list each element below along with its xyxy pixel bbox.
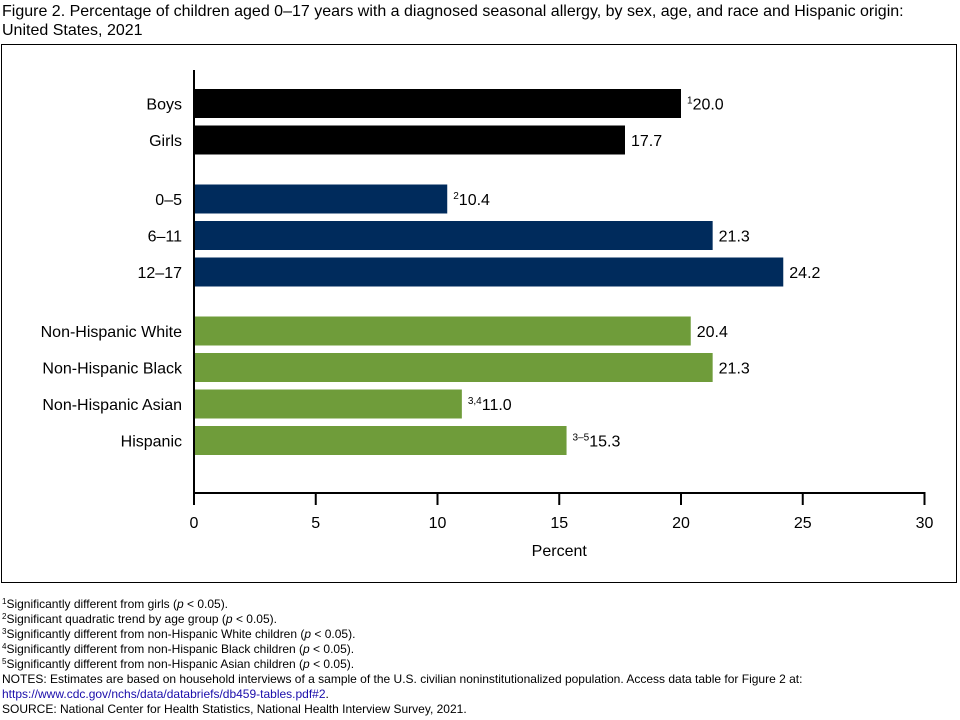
x-tick-label: 10: [429, 515, 447, 532]
category-label: Non-Hispanic Black: [42, 361, 183, 378]
footnote-text: Significantly different from non-Hispani…: [6, 642, 304, 656]
data-label: 210.4: [453, 191, 490, 209]
bar: [194, 389, 462, 419]
footnote-marker: 2: [453, 191, 459, 202]
footnote-text: < 0.05).: [183, 597, 229, 611]
p-symbol: p: [225, 612, 233, 626]
footnote-mark: 4: [2, 642, 7, 651]
x-tick-label: 30: [916, 515, 934, 532]
p-symbol: p: [304, 627, 312, 641]
p-symbol: p: [303, 657, 310, 671]
p-symbol: p: [176, 597, 184, 611]
footnote-text: < 0.05).: [311, 627, 356, 641]
footnote-mark: 3: [2, 627, 7, 636]
footnote-text: < 0.05).: [309, 657, 355, 671]
bar: [194, 353, 713, 382]
data-value: 20.0: [693, 97, 724, 114]
category-label: Hispanic: [121, 434, 182, 451]
data-label: 21.3: [719, 229, 750, 246]
footnote-mark: 5: [2, 657, 7, 666]
bar: [194, 426, 567, 455]
notes-link-line: https://www.cdc.gov/nchs/data/databriefs…: [2, 687, 952, 702]
x-tick-label: 0: [190, 515, 199, 532]
x-tick-label: 15: [550, 515, 568, 532]
data-value: 10.4: [459, 192, 490, 209]
category-label: Boys: [146, 97, 182, 114]
bar: [194, 125, 625, 155]
data-label: 120.0: [687, 96, 724, 114]
bar: [194, 316, 691, 346]
footnote: 5Significantly different from non-Hispan…: [2, 657, 952, 672]
data-label: 20.4: [697, 324, 728, 341]
data-table-link[interactable]: https://www.cdc.gov/nchs/data/databriefs…: [2, 687, 326, 701]
data-label: 24.2: [789, 265, 820, 282]
bar-chart: Boys 120.0 Girls 17.7 0–5 210.4 6–11 21.3 12–17 2…: [41, 70, 934, 560]
bar: [194, 257, 784, 287]
figure-title: Figure 2. Percentage of children aged 0–…: [2, 3, 904, 39]
x-tick-label: 5: [311, 515, 320, 532]
category-label: 0–5: [155, 192, 182, 209]
p-symbol: p: [303, 642, 310, 656]
footnote-text: Significantly different from non-Hispani…: [6, 657, 304, 671]
data-label: 17.7: [631, 133, 662, 150]
footnote-text: < 0.05).: [232, 612, 277, 626]
data-label: 21.3: [719, 361, 750, 378]
x-axis-title: Percent: [532, 543, 588, 560]
footnote: 1Significantly different from girls (p <…: [2, 597, 952, 612]
footnotes: 1Significantly different from girls (p <…: [2, 597, 952, 717]
category-label: Non-Hispanic White: [41, 324, 182, 341]
notes-text: NOTES: Estimates are based on household …: [2, 672, 803, 686]
footnote-mark: 2: [2, 612, 7, 621]
link-suffix: .: [325, 687, 329, 701]
category-label: Non-Hispanic Asian: [42, 397, 182, 414]
data-value: 15.3: [589, 434, 620, 451]
data-value: 11.0: [482, 397, 512, 414]
footnote-mark: 1: [2, 597, 7, 606]
footnote-text: Significantly different from non-Hispani…: [6, 627, 305, 641]
category-label: 6–11: [148, 229, 183, 246]
footnote-text: Significant quadratic trend by age group…: [6, 612, 226, 626]
bar: [194, 89, 681, 118]
footnote-marker: 3,4: [468, 396, 482, 407]
bar: [194, 221, 713, 250]
footnote-marker: 3–5: [573, 433, 590, 444]
source-text: SOURCE: National Center for Health Stati…: [2, 702, 467, 716]
footnote: 4Significantly different from non-Hispan…: [2, 642, 952, 657]
footnote-text: < 0.05).: [309, 642, 355, 656]
footnote-text: Significantly different from girls (: [6, 597, 177, 611]
data-label: 3–515.3: [573, 433, 621, 451]
data-label: 3,411.0: [468, 396, 512, 414]
footnote-marker: 1: [687, 96, 693, 107]
category-label: 12–17: [138, 265, 183, 282]
bar: [194, 184, 448, 214]
footnote: 2Significant quadratic trend by age grou…: [2, 612, 952, 627]
footnote: 3Significantly different from non-Hispan…: [2, 627, 952, 642]
x-tick-label: 20: [672, 515, 690, 532]
chart-frame: Boys 120.0 Girls 17.7 0–5 210.4 6–11 21.3 12–17 2…: [1, 44, 957, 583]
x-tick-label: 25: [794, 515, 812, 532]
category-label: Girls: [149, 133, 182, 150]
